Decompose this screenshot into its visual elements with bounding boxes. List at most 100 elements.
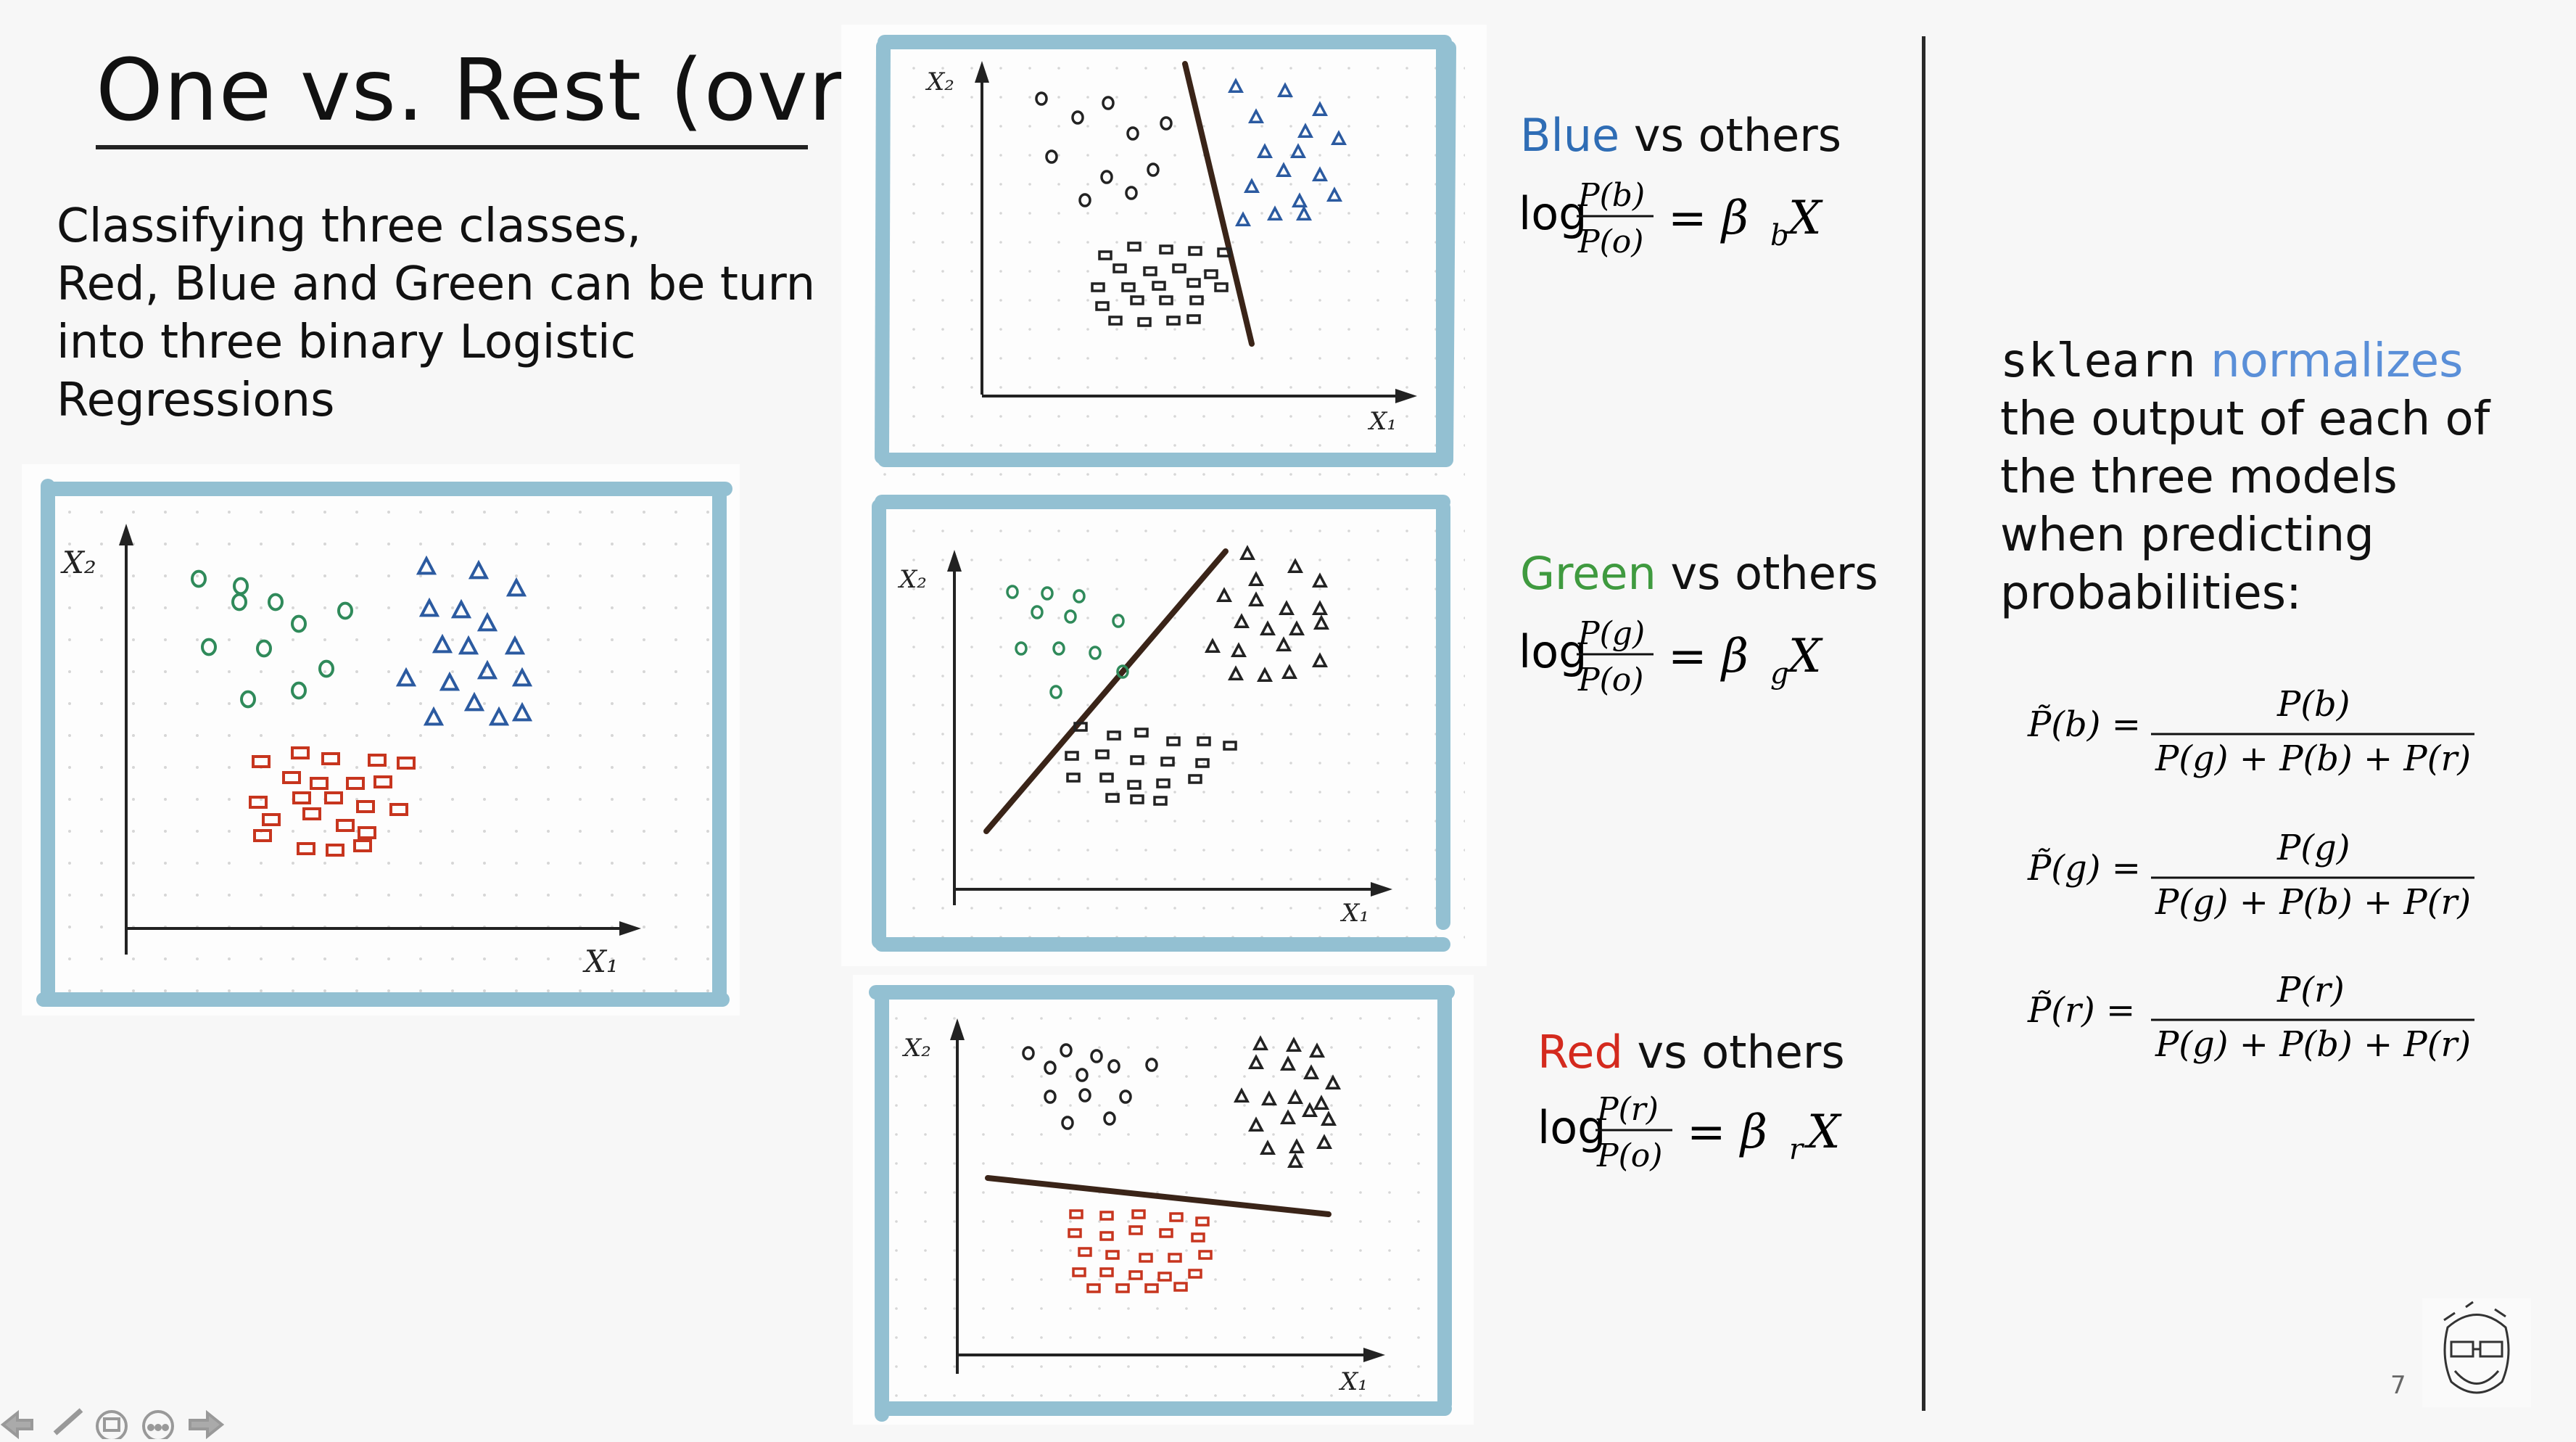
sketch-point <box>1247 1054 1265 1070</box>
sketch-point <box>1233 613 1250 629</box>
sketch-point <box>1186 314 1201 324</box>
sketch-point <box>252 755 271 768</box>
class-word: Green <box>1520 547 1656 600</box>
equation-green: log P(g) P(o) = β g X <box>1519 602 1838 704</box>
sketch-point <box>1091 282 1105 292</box>
sketch-point <box>505 577 527 597</box>
sketch-point <box>1144 1283 1159 1293</box>
page-number: 7 <box>2390 1371 2406 1400</box>
sketch-point <box>1160 757 1175 767</box>
sketch-point <box>1127 242 1142 252</box>
sketch-point <box>1313 1095 1330 1111</box>
slide-nav-toolbar <box>0 1407 232 1442</box>
sketch-point <box>511 701 533 722</box>
sketch-point <box>1281 664 1298 680</box>
sketch-point <box>1166 736 1181 746</box>
sketch-point <box>1068 1228 1082 1238</box>
sketch-point <box>1252 1035 1269 1051</box>
sketch-point <box>476 611 498 632</box>
sketch-point <box>1285 1037 1303 1052</box>
sketch-point <box>282 771 301 784</box>
sketch-point <box>1153 796 1168 806</box>
sketch-point <box>358 826 376 839</box>
svg-text:P(g) + P(b) + P(r): P(g) + P(b) + P(r) <box>2155 1024 2471 1065</box>
sketch-point <box>1098 250 1112 260</box>
sketch-point <box>1045 149 1058 164</box>
sketch-point <box>395 667 417 687</box>
sketch-point <box>1230 642 1247 658</box>
sketch-point <box>1188 1269 1202 1279</box>
svg-text:g: g <box>1770 657 1789 691</box>
back-arrow-icon[interactable] <box>0 1409 33 1440</box>
sketch-point <box>418 597 440 617</box>
sketch-point <box>1049 685 1062 699</box>
sketch-point <box>1256 143 1273 159</box>
sketch-point <box>1160 116 1173 131</box>
axes <box>125 531 631 955</box>
sketch-point <box>1197 736 1211 746</box>
rest-word: vs others <box>1619 109 1842 162</box>
svg-text:X: X <box>1785 191 1823 245</box>
sketch-point <box>1313 614 1330 630</box>
svg-text:b: b <box>1770 219 1789 252</box>
y-axis-label: X₂ <box>897 565 927 594</box>
sketch-point <box>1287 1153 1304 1169</box>
forward-arrow-icon[interactable] <box>189 1409 225 1440</box>
sketch-point <box>1189 295 1204 305</box>
note-line: probabilities: <box>2000 566 2302 620</box>
sketch-point <box>249 796 268 809</box>
sketch-point <box>268 593 284 611</box>
panel-red-vs-others: X₂ X₁ <box>853 975 1474 1425</box>
sketch-point <box>291 681 307 700</box>
svg-text:log: log <box>1537 1101 1606 1154</box>
vertical-divider <box>1922 36 1925 1411</box>
sketch-point <box>1291 192 1308 208</box>
pen-icon[interactable] <box>53 1408 83 1435</box>
sketch-point <box>1112 614 1125 628</box>
panel-blue-vs-others: X₂ X₁ <box>841 25 1487 499</box>
sketch-point <box>1198 1250 1213 1260</box>
sketch-point <box>1191 1232 1205 1243</box>
sketch-point <box>373 775 392 788</box>
sketch-point <box>1234 211 1252 227</box>
sketch-point <box>1022 1046 1035 1060</box>
equation-blue: log P(b) P(o) = β b X <box>1519 164 1838 265</box>
class-word: Red <box>1537 1026 1623 1079</box>
more-icon[interactable] <box>142 1410 174 1442</box>
sketch-point <box>292 791 311 804</box>
svg-text:= β: = β <box>1668 191 1749 245</box>
sketch-point <box>1217 247 1231 258</box>
sketch-point <box>326 844 344 857</box>
sketch-point <box>1131 1209 1146 1219</box>
y-axis-label: X₂ <box>901 1034 931 1063</box>
x-axis-label: X₁ <box>1367 407 1397 436</box>
note-line: when predicting <box>2000 508 2374 562</box>
sketch-point <box>1128 1225 1143 1235</box>
slides-icon[interactable] <box>96 1410 128 1442</box>
sketch-point <box>1044 1060 1057 1075</box>
intro-text: Classifying three classes, Red, Blue and… <box>57 197 815 429</box>
panel-green-vs-others: X₂ X₁ <box>841 487 1487 966</box>
sketch-point <box>1076 1068 1089 1082</box>
sketch-point <box>1119 1089 1132 1104</box>
sketch-point <box>201 638 217 656</box>
sketch-point <box>1278 600 1295 616</box>
sketch-point <box>191 569 207 588</box>
sketch-point <box>291 746 310 759</box>
sketch-point <box>1287 558 1304 574</box>
sketch-point <box>256 639 272 658</box>
sketch-point <box>1086 1283 1101 1293</box>
sketch-point <box>1095 301 1110 311</box>
sketch-point <box>1260 1090 1278 1106</box>
red-points <box>1068 1209 1213 1293</box>
sketch-point <box>1275 636 1292 652</box>
sketch-point <box>1127 780 1142 790</box>
sketch-point <box>1134 728 1149 738</box>
other-triangles <box>1204 545 1330 683</box>
sketch-point <box>1279 1109 1297 1125</box>
sketch-point <box>1073 589 1086 603</box>
sketch-point <box>1311 101 1329 117</box>
sketch-point <box>1099 1211 1114 1221</box>
sketch-point <box>310 777 329 790</box>
model-heading-red: Red vs others <box>1537 1026 1845 1079</box>
